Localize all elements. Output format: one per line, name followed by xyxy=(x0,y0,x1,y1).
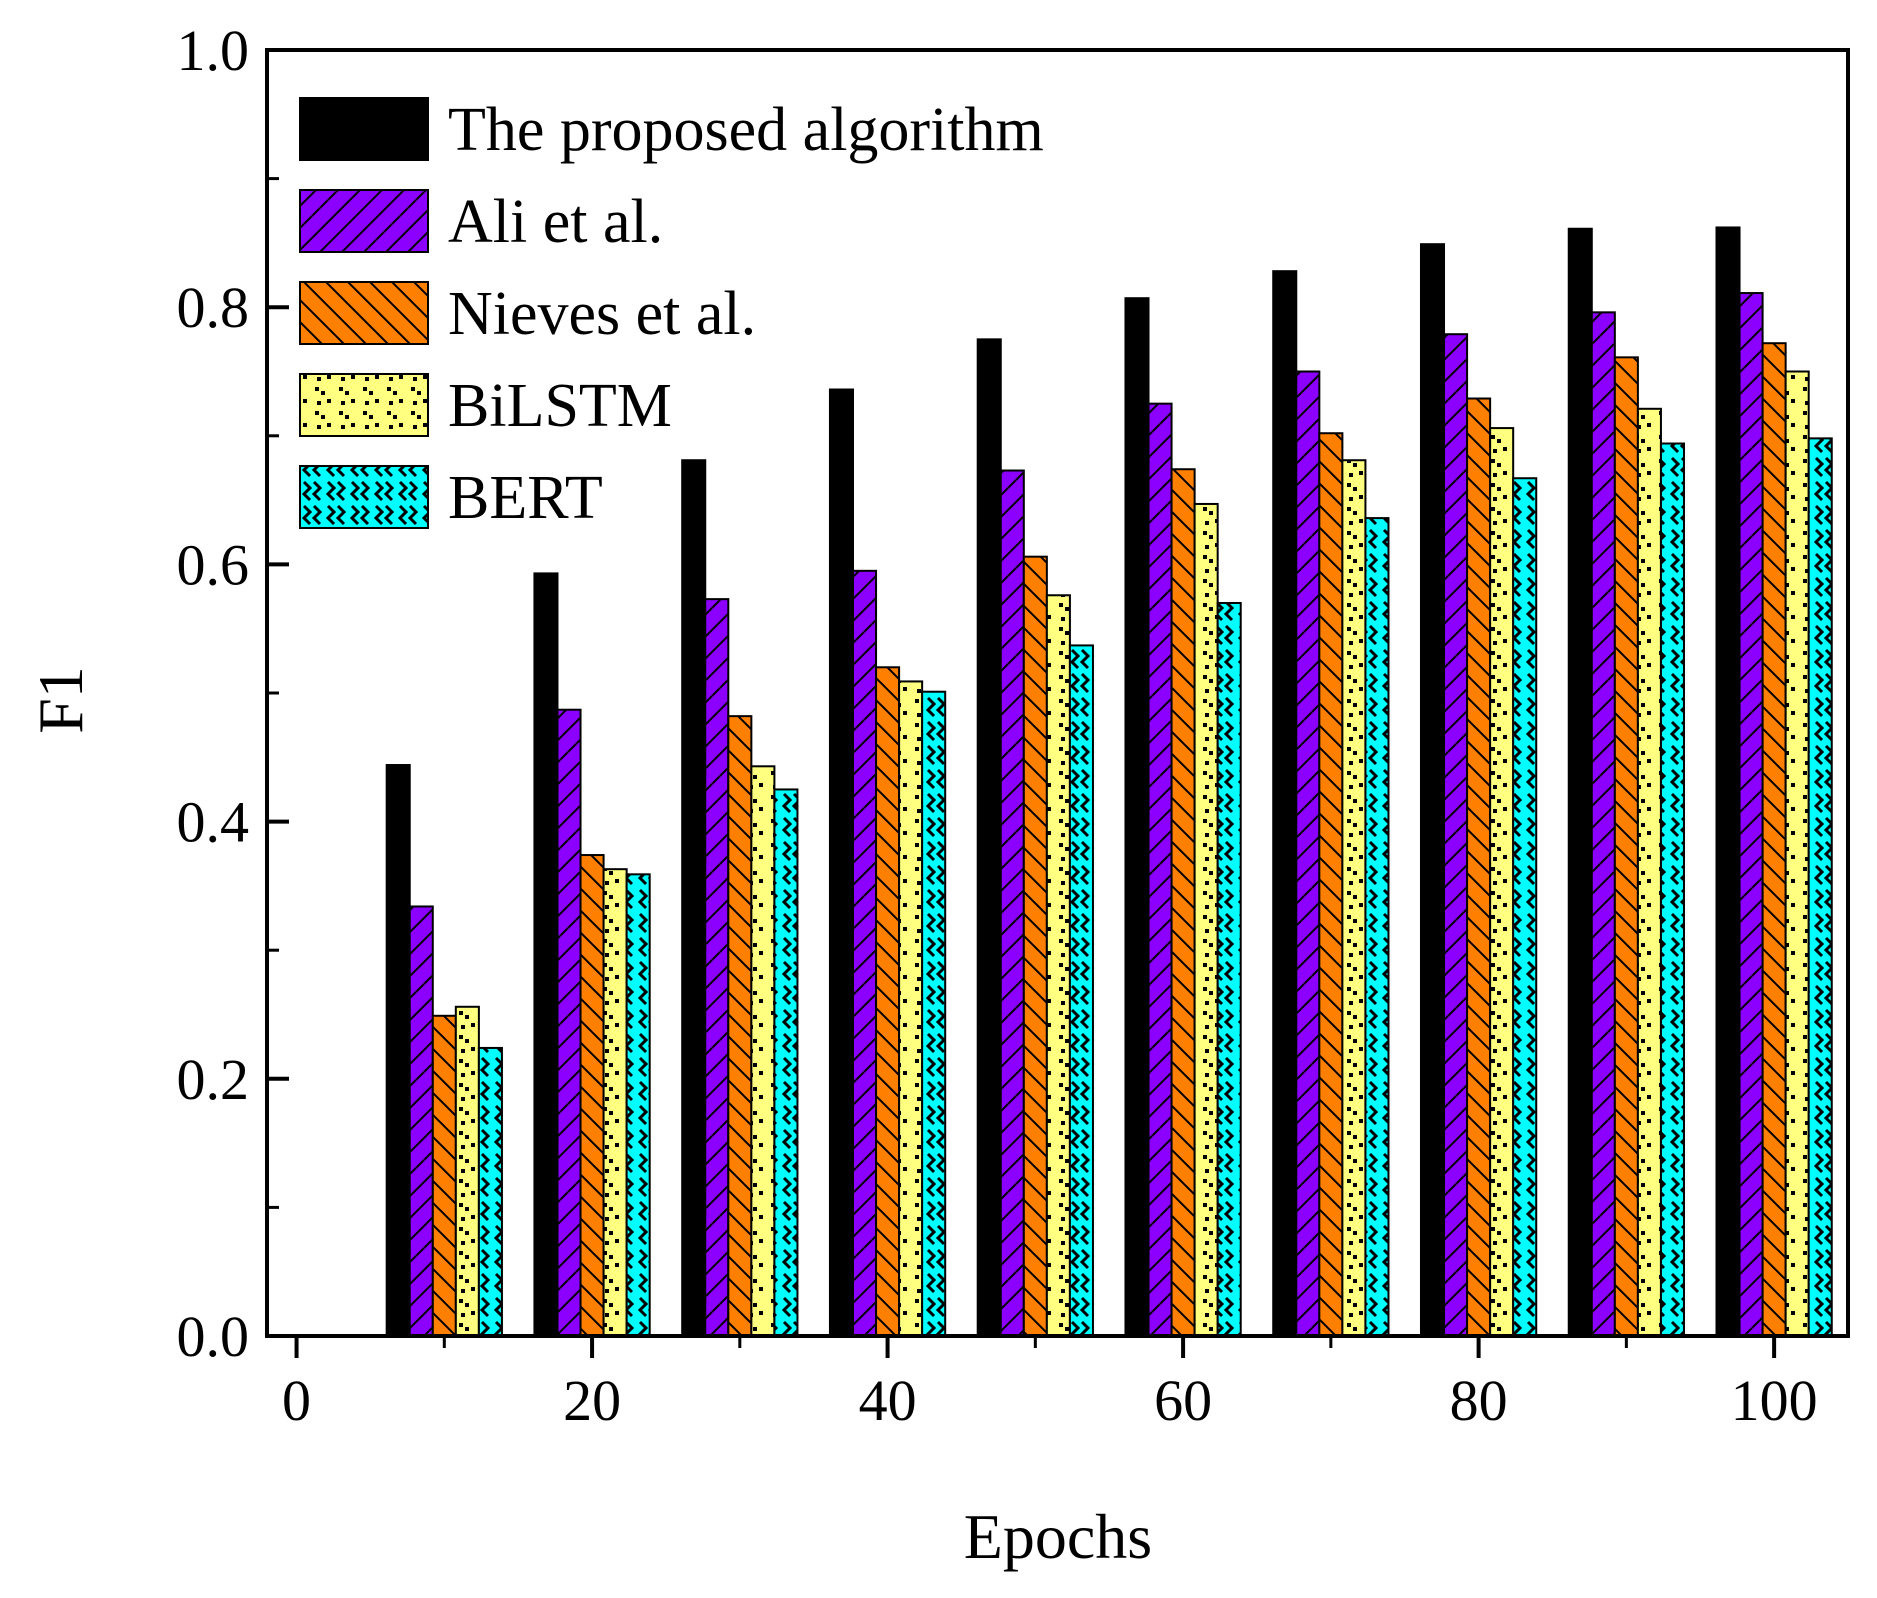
bar-series1-cat8 xyxy=(1590,311,1616,1337)
y-axis-title: F1 xyxy=(25,666,96,734)
bar-series0-cat3 xyxy=(828,388,855,1337)
ticks-layer: 0.0 0.2 0.4 0.6 0.8 1.0 0 20 40 60 80 100 xyxy=(177,18,1818,1433)
bar-series0-cat4 xyxy=(976,338,1002,1338)
bar-series1-cat4 xyxy=(999,469,1025,1337)
bar-series4-cat3 xyxy=(921,690,947,1337)
x-tick-label: 60 xyxy=(1154,1368,1212,1433)
legend: The proposed algorithm Ali et al. Nieves e… xyxy=(299,96,1044,532)
bar-series2-cat8 xyxy=(1613,356,1639,1338)
bar-series0-cat7 xyxy=(1419,243,1446,1338)
legend-label-2: Nieves et al. xyxy=(448,280,756,348)
bar-series4-cat6 xyxy=(1364,517,1390,1337)
bar-series3-cat6 xyxy=(1341,459,1367,1338)
legend-swatch-4 xyxy=(299,465,429,529)
bar-series0-cat1 xyxy=(533,572,559,1337)
bar-series0-cat2 xyxy=(681,459,707,1338)
legend-label-4: BERT xyxy=(448,464,603,532)
y-tick-label: 0.6 xyxy=(177,532,250,597)
bar-series2-cat3 xyxy=(875,666,901,1337)
y-tick-label: 0.8 xyxy=(177,275,250,340)
bar-series0-cat9 xyxy=(1715,226,1741,1338)
bar-series1-cat0 xyxy=(408,905,434,1337)
bar-series2-cat9 xyxy=(1761,342,1787,1337)
bar-series1-cat1 xyxy=(556,708,582,1337)
y-tick-label: 1.0 xyxy=(177,18,250,83)
bar-series4-cat2 xyxy=(773,788,799,1337)
bar-series1-cat2 xyxy=(704,598,730,1337)
bar-series1-cat7 xyxy=(1443,333,1469,1337)
bar-series0-cat8 xyxy=(1567,227,1593,1337)
y-tick-label: 0.2 xyxy=(177,1047,250,1112)
x-tick-label: 100 xyxy=(1731,1368,1818,1433)
bar-series3-cat7 xyxy=(1489,427,1515,1337)
legend-swatch-3 xyxy=(299,373,429,437)
bar-series4-cat9 xyxy=(1807,437,1833,1337)
bar-series1-cat5 xyxy=(1147,402,1173,1337)
bar-series1-cat3 xyxy=(852,569,878,1337)
bar-series4-cat1 xyxy=(625,873,651,1338)
bar-series2-cat5 xyxy=(1170,468,1196,1337)
legend-swatch-2 xyxy=(299,281,429,345)
x-axis-title: Epochs xyxy=(964,1501,1152,1572)
bar-series2-cat6 xyxy=(1318,432,1344,1338)
bar-series3-cat4 xyxy=(1045,594,1071,1337)
y-tick-label: 0.4 xyxy=(177,790,250,855)
bar-series3-cat1 xyxy=(602,868,628,1337)
legend-label-3: BiLSTM xyxy=(448,372,672,440)
y-tick-label: 0.0 xyxy=(177,1304,250,1369)
legend-label-1: Ali et al. xyxy=(448,188,663,256)
bar-series0-cat6 xyxy=(1272,270,1298,1338)
bar-series1-cat6 xyxy=(1295,370,1321,1337)
bar-series2-cat2 xyxy=(727,715,753,1337)
x-tick-label: 20 xyxy=(563,1368,621,1433)
bar-series2-cat1 xyxy=(579,854,605,1337)
legend-swatch-1 xyxy=(299,189,429,253)
bar-series2-cat4 xyxy=(1022,555,1048,1337)
bar-series3-cat3 xyxy=(898,680,924,1337)
legend-label-0: The proposed algorithm xyxy=(448,96,1044,164)
bar-series0-cat0 xyxy=(385,764,411,1337)
x-tick-label: 40 xyxy=(859,1368,917,1433)
bar-series3-cat2 xyxy=(750,765,776,1337)
bar-series3-cat5 xyxy=(1193,502,1219,1337)
bar-series1-cat9 xyxy=(1738,292,1764,1337)
bar-series4-cat8 xyxy=(1659,442,1685,1337)
bar-series4-cat4 xyxy=(1068,644,1094,1337)
bar-series4-cat7 xyxy=(1512,477,1538,1337)
x-tick-label: 80 xyxy=(1450,1368,1508,1433)
bar-series0-cat5 xyxy=(1124,297,1150,1338)
bar-series4-cat5 xyxy=(1216,601,1242,1337)
bar-series3-cat0 xyxy=(454,1005,480,1338)
bar-series3-cat8 xyxy=(1636,407,1662,1338)
x-tick-label: 0 xyxy=(282,1368,311,1433)
legend-swatch-0 xyxy=(299,97,429,161)
bar-series2-cat7 xyxy=(1466,397,1492,1337)
bar-series4-cat0 xyxy=(477,1046,503,1337)
bar-series3-cat9 xyxy=(1784,370,1810,1337)
bar-series2-cat0 xyxy=(431,1014,457,1337)
